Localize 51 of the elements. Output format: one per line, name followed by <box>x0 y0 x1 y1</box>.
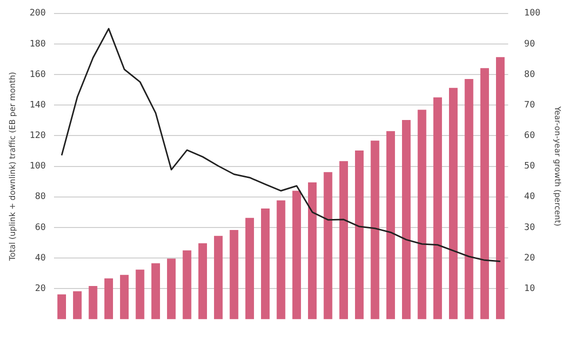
bar <box>57 294 66 320</box>
bar <box>245 218 254 320</box>
y-tick-label: 40 <box>35 253 46 264</box>
y2-tick-label: 40 <box>524 192 535 202</box>
y2-tick-label: 90 <box>524 39 535 50</box>
bar <box>151 263 160 320</box>
bar <box>73 291 82 320</box>
y-tick-label: 180 <box>30 39 46 50</box>
bar <box>339 161 348 320</box>
y2-tick-label: 100 <box>524 8 540 19</box>
bar <box>88 286 98 320</box>
bar <box>182 250 192 320</box>
bar <box>402 120 411 320</box>
y2-tick-label: 20 <box>524 253 535 264</box>
y-tick-label: 100 <box>30 162 46 172</box>
y2-tick-label: 60 <box>524 131 535 142</box>
y2-tick-label: 80 <box>524 70 535 80</box>
y-tick-label: 120 <box>30 131 46 142</box>
y2-tick-label: 50 <box>524 162 535 172</box>
y-axis-title: Total (uplink + downlink) traffic (EB per month) <box>8 72 17 262</box>
y-tick-label: 60 <box>35 222 46 233</box>
bar <box>136 270 144 320</box>
bar <box>198 243 207 320</box>
bar <box>464 78 474 320</box>
bar <box>324 172 332 320</box>
y2-tick-label: 30 <box>524 222 535 233</box>
bar <box>292 190 301 320</box>
bar <box>104 278 113 320</box>
bar <box>214 236 223 320</box>
bar <box>230 230 238 320</box>
bar <box>355 150 364 320</box>
bar <box>261 208 270 320</box>
y-tick-label: 160 <box>30 70 46 80</box>
bar <box>449 88 458 320</box>
y2-tick-label: 70 <box>524 100 535 110</box>
bar <box>480 68 489 320</box>
bar <box>370 140 380 320</box>
y2-axis-title: Year-on-year growth (percent) <box>553 105 562 226</box>
y2-tick-label: 10 <box>524 284 535 294</box>
bar <box>418 110 426 320</box>
bar <box>308 182 317 320</box>
bar <box>433 97 442 320</box>
bar <box>167 258 176 320</box>
bar <box>386 131 395 320</box>
bar <box>276 200 286 320</box>
y-tick-label: 20 <box>35 284 46 294</box>
bar <box>496 57 505 320</box>
bar <box>120 274 129 320</box>
y-tick-label: 80 <box>35 192 46 202</box>
y-tick-label: 200 <box>30 8 46 19</box>
y-tick-label: 140 <box>30 100 46 110</box>
